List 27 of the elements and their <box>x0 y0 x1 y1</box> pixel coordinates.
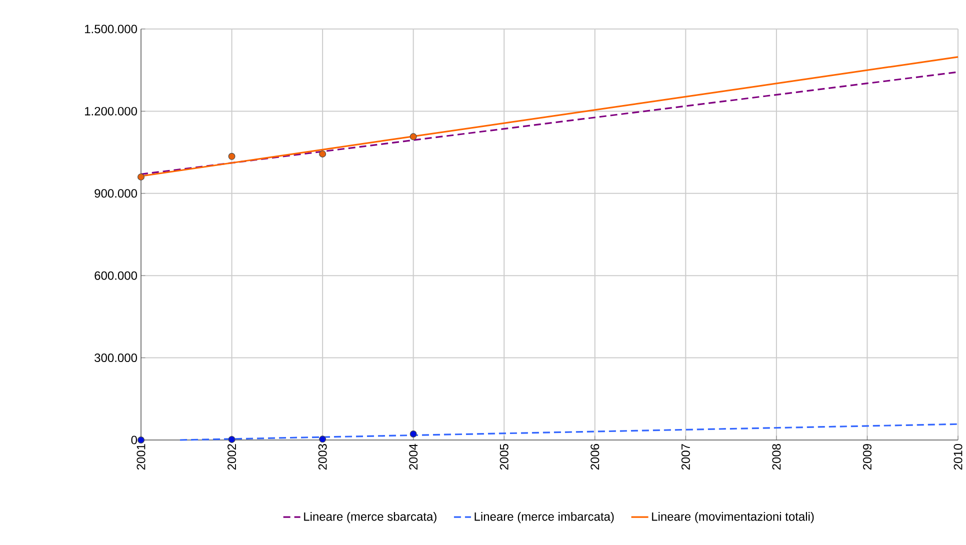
legend-label: Lineare (movimentazioni totali) <box>652 512 814 524</box>
x-tick-label: 2007 <box>681 444 690 470</box>
x-tick-label: 2009 <box>862 444 872 470</box>
y-tick-label: 600.000 <box>94 271 138 280</box>
point <box>319 150 326 158</box>
point <box>138 436 144 444</box>
point <box>410 133 417 140</box>
x-tick-label: 2004 <box>409 444 418 470</box>
y-tick-label: 1.500.000 <box>85 24 138 34</box>
point <box>319 436 326 443</box>
x-tick-label: 2003 <box>318 444 327 470</box>
point <box>410 430 417 438</box>
x-tick-label: 2010 <box>954 444 962 470</box>
x-tick-label: 2006 <box>590 444 600 470</box>
point <box>228 436 236 443</box>
point <box>138 173 144 180</box>
x-tick-label: 2008 <box>772 444 781 470</box>
y-tick-label: 300.000 <box>94 354 138 362</box>
x-tick-label: 2002 <box>228 444 236 470</box>
point <box>228 152 236 160</box>
legend-label: Lineare (merce imbarcata) <box>474 512 614 524</box>
legend-label: Lineare (merce sbarcata) <box>304 512 436 524</box>
x-tick-label: 2001 <box>136 444 146 470</box>
y-tick-label: 1.200.000 <box>85 106 138 116</box>
y-tick-label: 0 <box>131 436 138 444</box>
x-tick-label: 2005 <box>500 444 508 470</box>
y-tick-label: 900.000 <box>94 189 138 198</box>
